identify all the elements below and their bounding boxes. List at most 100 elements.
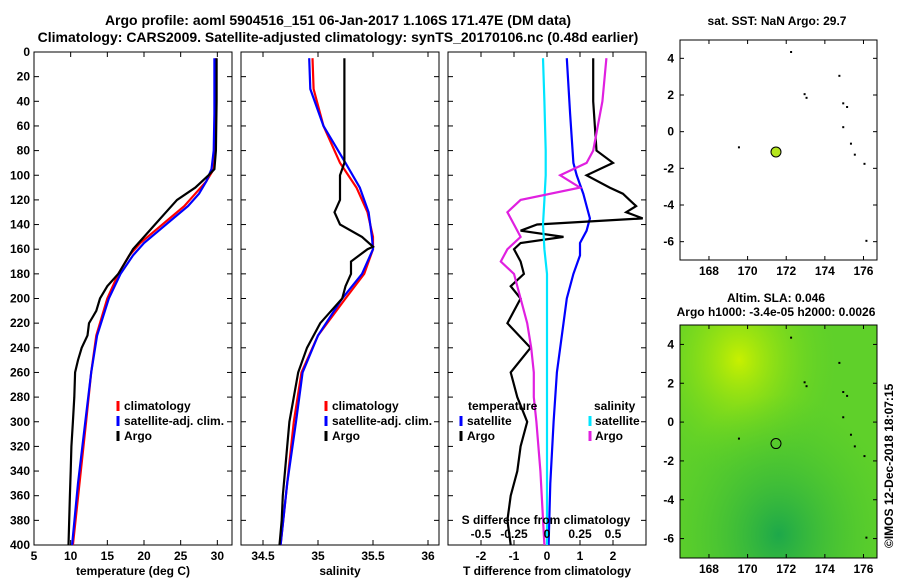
map-frame [679,39,878,261]
island [849,142,852,145]
x-axis-label: T difference from climatology [463,564,631,578]
x-tick-label: 172 [776,264,796,278]
island [805,96,808,99]
y-tick-label: -6 [663,532,674,546]
y-tick-label: 2 [667,376,674,390]
y-tick-label: -4 [663,493,674,507]
x-tick-label: 170 [738,264,758,278]
series-argo [67,58,218,546]
x-tick-label: 174 [815,264,835,278]
x-axis-label: salinity [319,564,361,578]
y-tick-label: -2 [663,161,674,175]
y-tick-label: 300 [10,415,30,429]
series-salinity-argo [499,58,608,546]
island [790,51,793,53]
title-line1: Argo profile: aoml 5904516_151 06-Jan-20… [105,12,571,28]
top-tick-label: 0 [544,527,551,541]
y-tick-label: 0 [667,125,674,139]
x-tick-label: 36 [421,549,435,563]
series-temperature-satellite [547,58,592,546]
island [838,74,841,77]
x-tick-label: 5 [31,549,38,563]
y-tick-label: 60 [17,119,31,133]
sst-map-panel: sat. SST: NaN Argo: 29.7 168 170 172 174 176 4… [663,14,878,278]
x-tick-label: 35 [311,549,325,563]
top-axis-label: S difference from climatology [462,513,631,527]
island [842,126,845,129]
y-tick-label: 4 [667,51,674,65]
y-tick-label: 120 [10,193,30,207]
plot-frame [240,51,440,546]
y-tick-label: 20 [17,70,31,84]
y-tick-label: 400 [10,538,30,552]
legend-label: climatology [332,399,399,413]
series-climatology [71,58,217,546]
island [790,336,793,339]
y-tick-label: 0 [23,45,30,59]
x-tick-label: 2 [610,549,617,563]
island [737,437,740,440]
series-salinity-satellite [541,58,549,545]
legend-label: climatology [124,399,191,413]
island [853,153,856,156]
island [846,394,849,397]
y-tick-label: 340 [10,464,30,478]
x-tick-label: 170 [738,562,758,576]
island [838,361,841,364]
y-tick-label: 200 [10,292,30,306]
y-tick-label: 280 [10,390,30,404]
x-tick-label: 25 [174,549,188,563]
x-tick-label: 172 [776,562,796,576]
y-tick-label: 360 [10,489,30,503]
map-frame [679,324,878,559]
temperature-panel: 0 20 40 60 80 100 120 140 160 180 200 220 240 260 280 3… [10,45,233,578]
x-tick-label: 168 [699,562,719,576]
island [863,162,866,165]
series-argo [278,58,375,546]
y-tick-label: 180 [10,267,30,281]
x-tick-label: 1 [577,549,584,563]
island [805,385,808,388]
y-tick-label: 40 [17,94,31,108]
x-tick-label: 34.5 [251,549,275,563]
argo-position-marker [770,146,782,158]
top-tick-label: 0.5 [605,527,622,541]
y-tick-label: -2 [663,454,674,468]
top-tick-label: 0.25 [568,527,592,541]
x-tick-label: 15 [101,549,115,563]
top-tick-label: -0.5 [471,527,492,541]
y-tick-label: 260 [10,365,30,379]
y-tick-label: 2 [667,88,674,102]
argo-position-marker [770,438,782,450]
island [849,433,852,436]
island [842,416,845,419]
legend-label: Argo [332,429,360,443]
y-tick-label: -4 [663,198,674,212]
watermark: ©IMOS 12-Dec-2018 18:07:15 [882,383,896,548]
y-tick-label: 380 [10,513,30,527]
plot-frame [33,51,233,546]
legend-label: satellite-adj. clim. [332,414,432,428]
y-tick-label: 100 [10,168,30,182]
island [842,391,845,394]
salinity-panel: 34.5 35 35.5 36 salinity climatologysatellite… [240,51,440,578]
island [853,445,856,448]
sst-map-title: sat. SST: NaN Argo: 29.7 [708,14,847,28]
sla-map-subtitle: Argo h1000: -3.4e-05 h2000: 0.0026 [677,305,876,319]
island [846,106,849,108]
y-tick-label: 4 [667,337,674,351]
difference-panel: -2 -1 0 1 2T difference from climatology temp… [447,51,647,578]
x-axis-label: temperature (deg C) [76,564,190,578]
legend-title-temperature: temperature [468,399,538,413]
legend-title-salinity: salinity [594,399,636,413]
legend-label: Argo [467,429,495,443]
island [865,239,868,242]
sla-map-title: Altim. SLA: 0.046 [727,291,825,305]
island [737,146,740,149]
x-tick-label: 20 [137,549,151,563]
x-tick-label: 10 [64,549,78,563]
title-line2: Climatology: CARS2009. Satellite-adjuste… [38,29,639,45]
x-tick-label: 168 [699,264,719,278]
